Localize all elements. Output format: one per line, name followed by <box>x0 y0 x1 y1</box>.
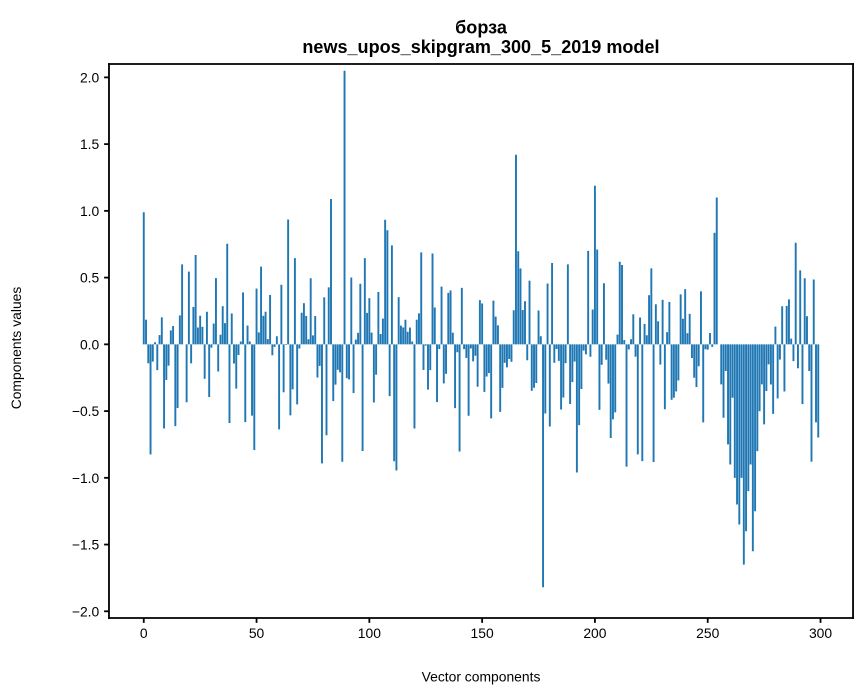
svg-text:Vector components: Vector components <box>422 668 541 684</box>
svg-text:0.5: 0.5 <box>80 270 100 286</box>
svg-text:1.5: 1.5 <box>80 136 100 152</box>
svg-text:−0.5: −0.5 <box>72 403 100 419</box>
svg-text:борза: борза <box>455 17 508 37</box>
svg-text:1.0: 1.0 <box>80 203 100 219</box>
svg-text:100: 100 <box>358 625 381 641</box>
svg-text:0: 0 <box>140 625 148 641</box>
svg-text:150: 150 <box>471 625 494 641</box>
svg-text:300: 300 <box>809 625 832 641</box>
svg-text:0.0: 0.0 <box>80 336 100 352</box>
svg-text:−1.5: −1.5 <box>72 537 100 553</box>
svg-text:Components values: Components values <box>8 287 24 410</box>
svg-text:250: 250 <box>696 625 719 641</box>
svg-text:50: 50 <box>249 625 265 641</box>
svg-text:−1.0: −1.0 <box>72 470 100 486</box>
svg-text:2.0: 2.0 <box>80 69 100 85</box>
svg-text:−2.0: −2.0 <box>72 603 100 619</box>
svg-text:news_upos_skipgram_300_5_2019: news_upos_skipgram_300_5_2019 model <box>302 37 659 57</box>
svg-text:200: 200 <box>583 625 606 641</box>
